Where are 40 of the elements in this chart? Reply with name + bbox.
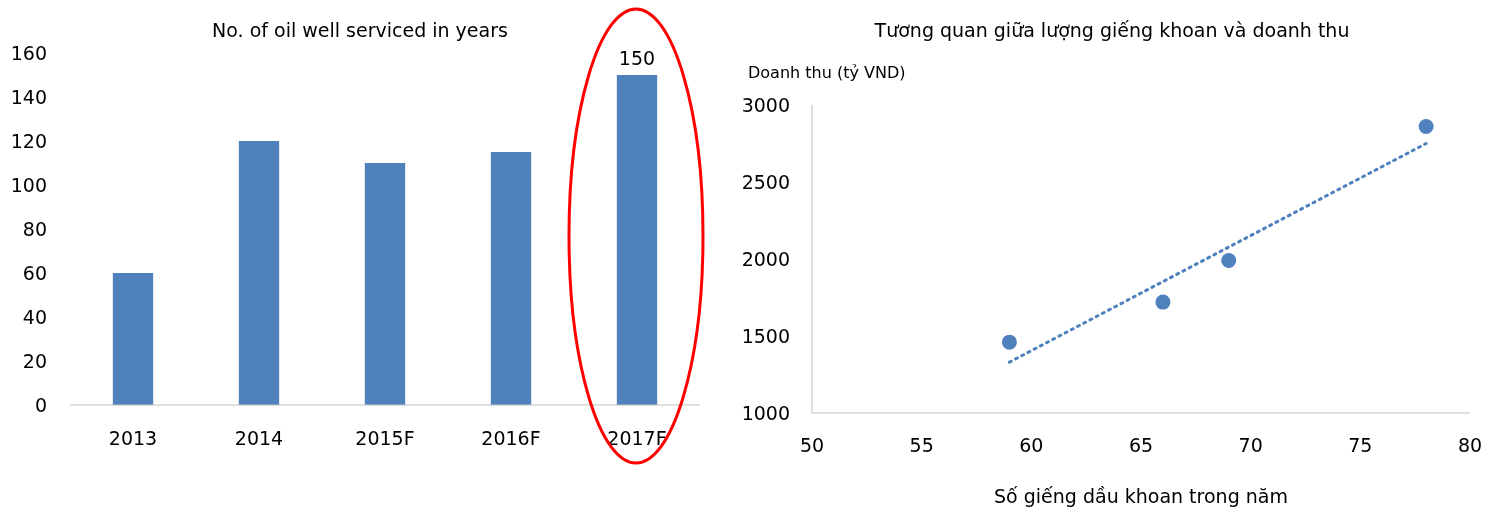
y-tick-label: 60: [22, 261, 47, 284]
point: [1001, 334, 1017, 350]
point: [1418, 119, 1434, 135]
x-tick-label: 70: [1238, 434, 1263, 456]
x-tick-label: 80: [1457, 434, 1483, 456]
bar: [238, 141, 280, 405]
y-axis-title: Doanh thu (tỷ VND): [748, 63, 906, 82]
x-tick-label: 2014: [234, 427, 284, 449]
y-tick-label: 160: [10, 41, 47, 64]
y-tick-label: 40: [22, 305, 47, 328]
x-tick-label: 2016F: [481, 427, 541, 449]
x-tick-label: 75: [1348, 434, 1373, 456]
y-tick-label: 80: [22, 217, 47, 240]
bar: [364, 163, 406, 405]
bar: [490, 152, 532, 405]
y-tick-label: 3000: [741, 93, 790, 116]
data-label: 150: [618, 47, 656, 69]
y-tick-label: 2000: [741, 247, 790, 270]
x-tick-label: 55: [909, 434, 934, 456]
x-tick-label: 2015F: [355, 427, 415, 449]
bar: [616, 75, 658, 405]
y-tick-label: 20: [22, 349, 47, 372]
chart-title: Tương quan giữa lượng giếng khoan và doanh thu: [873, 19, 1350, 41]
y-tick-label: 100: [10, 173, 47, 196]
bar: [112, 273, 154, 405]
chart-title: No. of oil well serviced in years: [212, 19, 508, 41]
x-tick-label: 65: [1128, 434, 1154, 456]
point: [1221, 253, 1237, 269]
x-tick-label: 2013: [108, 427, 158, 449]
y-tick-label: 2500: [741, 170, 790, 193]
y-tick-label: 140: [10, 85, 47, 108]
y-tick-label: 0: [34, 393, 47, 416]
y-tick-label: 1500: [741, 324, 790, 347]
x-axis-title: Số giếng dầu khoan trong năm: [994, 485, 1288, 507]
y-tick-label: 1000: [741, 401, 790, 424]
point: [1155, 294, 1171, 310]
y-tick-label: 120: [10, 129, 47, 152]
x-tick-label: 60: [1019, 434, 1044, 456]
x-tick-label: 2017F: [607, 427, 667, 449]
x-tick-label: 50: [799, 434, 825, 456]
